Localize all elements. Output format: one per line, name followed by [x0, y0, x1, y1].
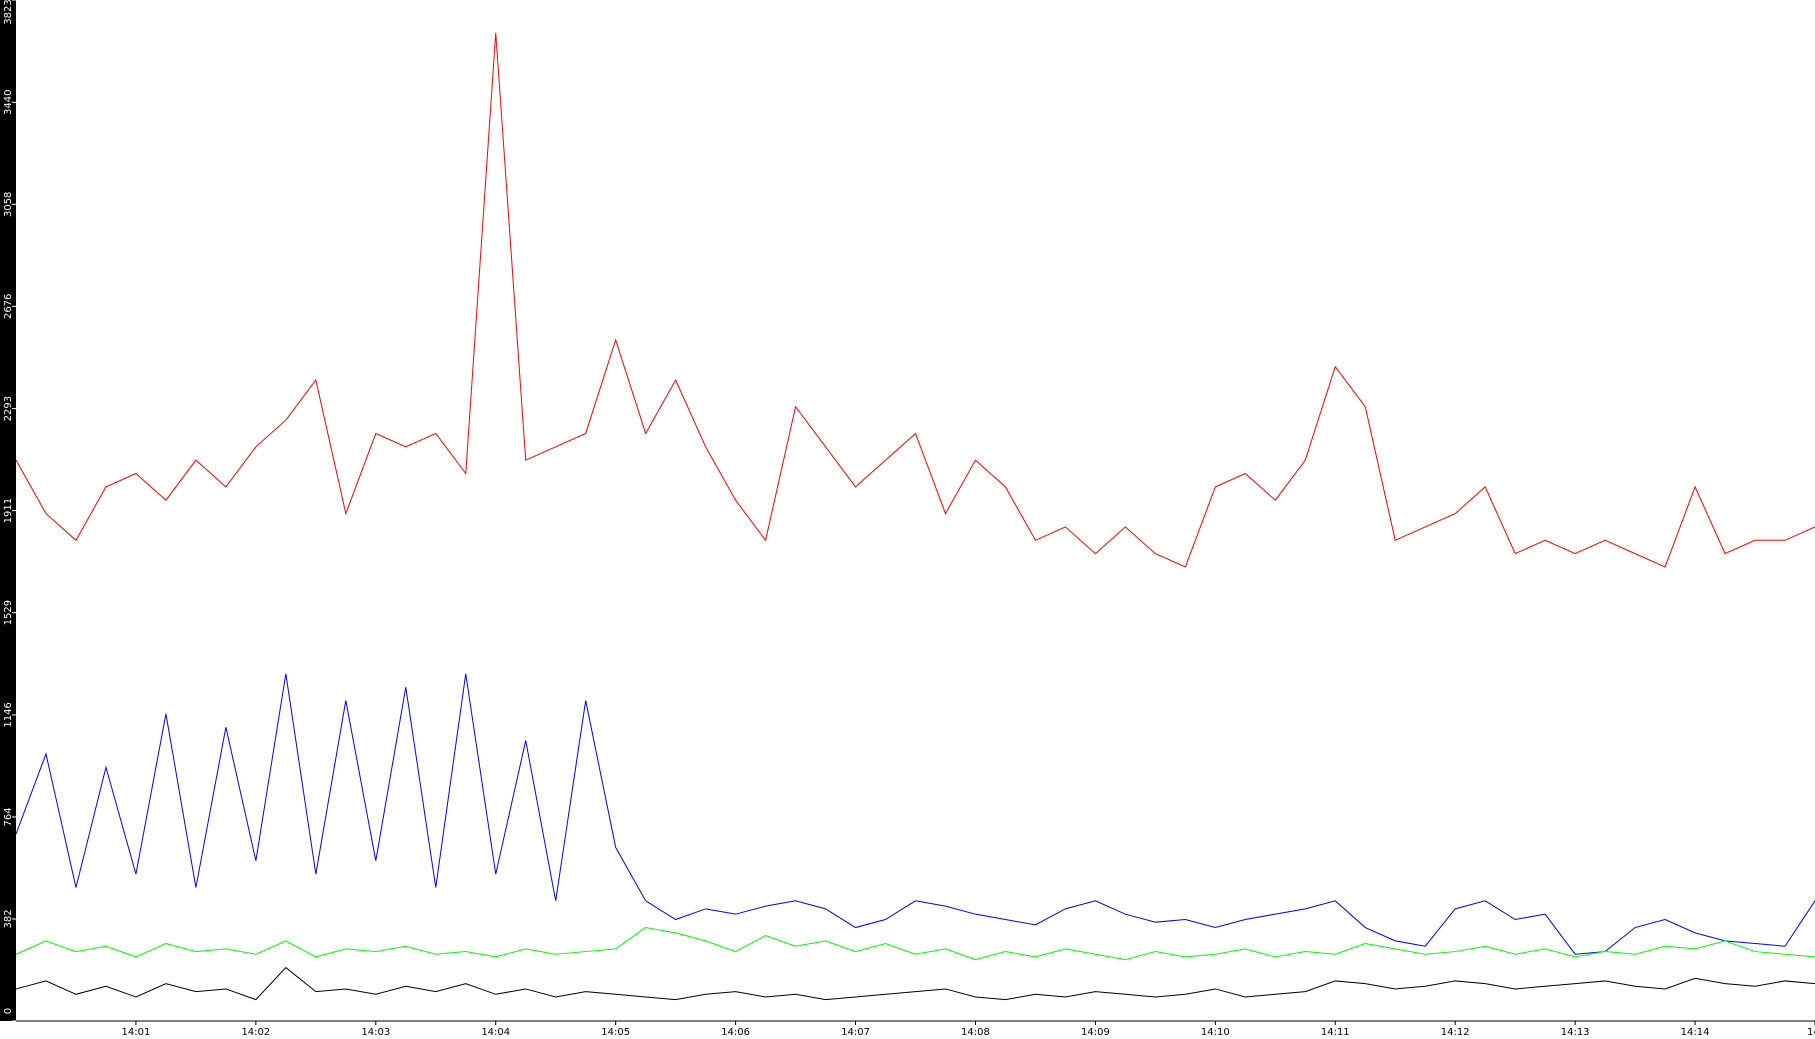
series-line: [15, 32, 1815, 568]
y-tick-label: 382: [3, 909, 14, 928]
y-tick-label: 764: [3, 807, 14, 826]
y-tick-label: 2676: [3, 294, 14, 319]
y-tick-label: 3058: [3, 192, 14, 217]
x-tick-label: 14:10: [1201, 1027, 1230, 1038]
series-line: [15, 926, 1815, 961]
x-tick-label: 14:12: [1441, 1027, 1470, 1038]
y-tick-label: 3440: [3, 90, 14, 115]
x-tick-label: 14:04: [481, 1027, 510, 1038]
x-tick-label: 14:05: [601, 1027, 630, 1038]
x-tick-label: 14:: [1807, 1027, 1815, 1038]
y-tick-label: 1529: [3, 600, 14, 625]
y-tick-label: 2293: [3, 396, 14, 421]
x-tick-label: 14:06: [721, 1027, 750, 1038]
x-tick-label: 14:08: [961, 1027, 990, 1038]
x-tick-label: 14:01: [122, 1027, 151, 1038]
y-tick-label: 1911: [3, 498, 14, 523]
series-line: [15, 966, 1815, 1001]
x-tick-label: 14:11: [1321, 1027, 1350, 1038]
x-tick-label: 14:02: [241, 1027, 270, 1038]
x-tick-label: 14:03: [361, 1027, 390, 1038]
y-tick-label: 3823: [3, 0, 14, 25]
series-line: [15, 673, 1815, 955]
x-tick-label: 14:14: [1681, 1027, 1710, 1038]
x-tick-label: 14:09: [1081, 1027, 1110, 1038]
y-tick-label: 1146: [3, 702, 14, 727]
y-axis-strip: [0, 0, 16, 1021]
x-tick-label: 14:13: [1561, 1027, 1590, 1038]
x-tick-label: 14:07: [841, 1027, 870, 1038]
y-tick-label: 0: [3, 1008, 14, 1014]
